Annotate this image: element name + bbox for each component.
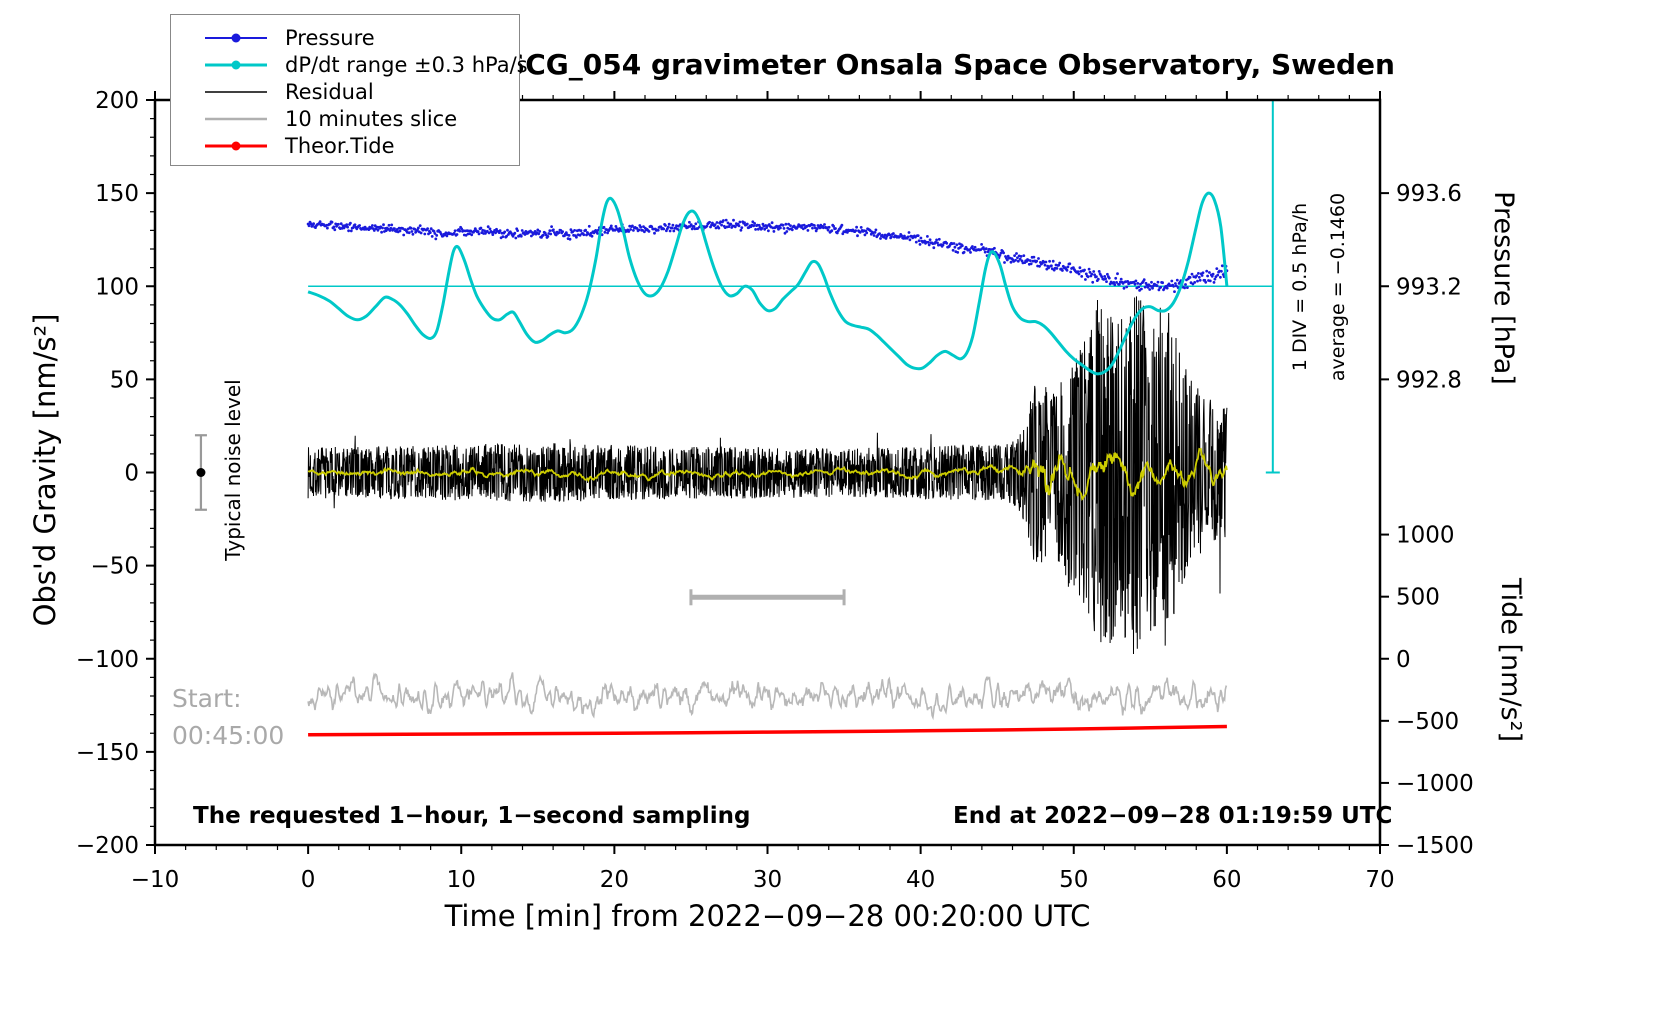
legend-item: Residual [171,78,519,105]
start-label: Start: [172,684,242,713]
svg-text:0: 0 [301,867,316,893]
legend-item: 10 minutes slice [171,105,519,132]
div-scale-label: 1 DIV = 0.5 hPa/h [1289,202,1311,372]
legend-item: dP/dt range ±0.3 hPa/s [171,51,528,78]
y-axis-label-gravity: Obs'd Gravity [nm/s²] [28,313,62,627]
x-axis-label: Time [min] from 2022−09−28 00:20:00 UTC [444,899,1091,933]
svg-text:−50: −50 [90,554,139,580]
y-axis-label-tide: Tide [nm/s²] [1495,578,1526,742]
svg-text:−200: −200 [76,833,139,859]
legend-label: Theor.Tide [285,133,395,158]
legend-symbol [205,60,267,69]
legend-symbol [205,90,267,93]
svg-text:200: 200 [95,88,139,114]
series-theor-tide [308,724,1227,737]
svg-text:−10: −10 [131,867,180,893]
svg-text:40: 40 [906,867,935,893]
svg-text:10: 10 [447,867,476,893]
svg-text:50: 50 [1059,867,1088,893]
svg-text:30: 30 [753,867,782,893]
svg-text:993.6: 993.6 [1396,181,1462,207]
svg-text:1000: 1000 [1396,523,1455,549]
legend-label: Residual [285,79,374,104]
svg-text:993.2: 993.2 [1396,274,1462,300]
axis-ticks: −10 0 10 20 30 40 50 60 70200150100500−50−100−15… [76,88,1474,893]
start-time: 00:45:00 [172,721,285,750]
average-value-label: average = −0.1460 [1327,192,1349,382]
svg-text:60: 60 [1212,867,1241,893]
svg-text:70: 70 [1365,867,1394,893]
svg-text:0: 0 [124,461,139,487]
sampling-note: The requested 1−hour, 1−second sampling [193,803,751,829]
legend-symbol [205,141,267,150]
svg-text:20: 20 [600,867,629,893]
legend-label: dP/dt range ±0.3 hPa/s [285,52,528,77]
y-axis-label-pressure: Pressure [hPa] [1488,191,1519,385]
series-10-minutes-slice [307,672,1228,721]
svg-text:−150: −150 [76,740,139,766]
legend-label: 10 minutes slice [285,106,458,131]
plot-frame [153,98,1382,847]
legend-symbol [205,117,267,120]
svg-text:−1500: −1500 [1396,833,1474,859]
legend-item: Theor.Tide [171,132,519,159]
end-time-note: End at 2022−09−28 01:19:59 UTC [953,803,1393,829]
legend-symbol [205,33,267,42]
svg-text:0: 0 [1396,647,1411,673]
svg-text:−500: −500 [1396,709,1459,735]
svg-text:50: 50 [110,367,139,393]
svg-text:500: 500 [1396,585,1440,611]
svg-text:−100: −100 [76,647,139,673]
legend: Pressure dP/dt range ±0.3 hPa/s Residual 10… [170,14,528,166]
series-residual [307,296,1228,655]
series-pressure [306,218,1229,293]
slice-scale-bar [689,589,846,606]
typical-noise-marker [194,434,207,511]
svg-text:−1000: −1000 [1396,771,1474,797]
svg-text:100: 100 [95,274,139,300]
svg-text:992.8: 992.8 [1396,367,1462,393]
series-dp-dt-range-0-3-hpa-s [307,191,1229,376]
typical-noise-level-label: Typical noise level [221,379,245,561]
svg-text:150: 150 [95,181,139,207]
series-residual-smoothed [307,447,1228,501]
legend-item: Pressure [171,24,519,51]
chart-title: SCG_054 gravimeter Onsala Space Observat… [505,48,1395,81]
legend-label: Pressure [285,25,375,50]
